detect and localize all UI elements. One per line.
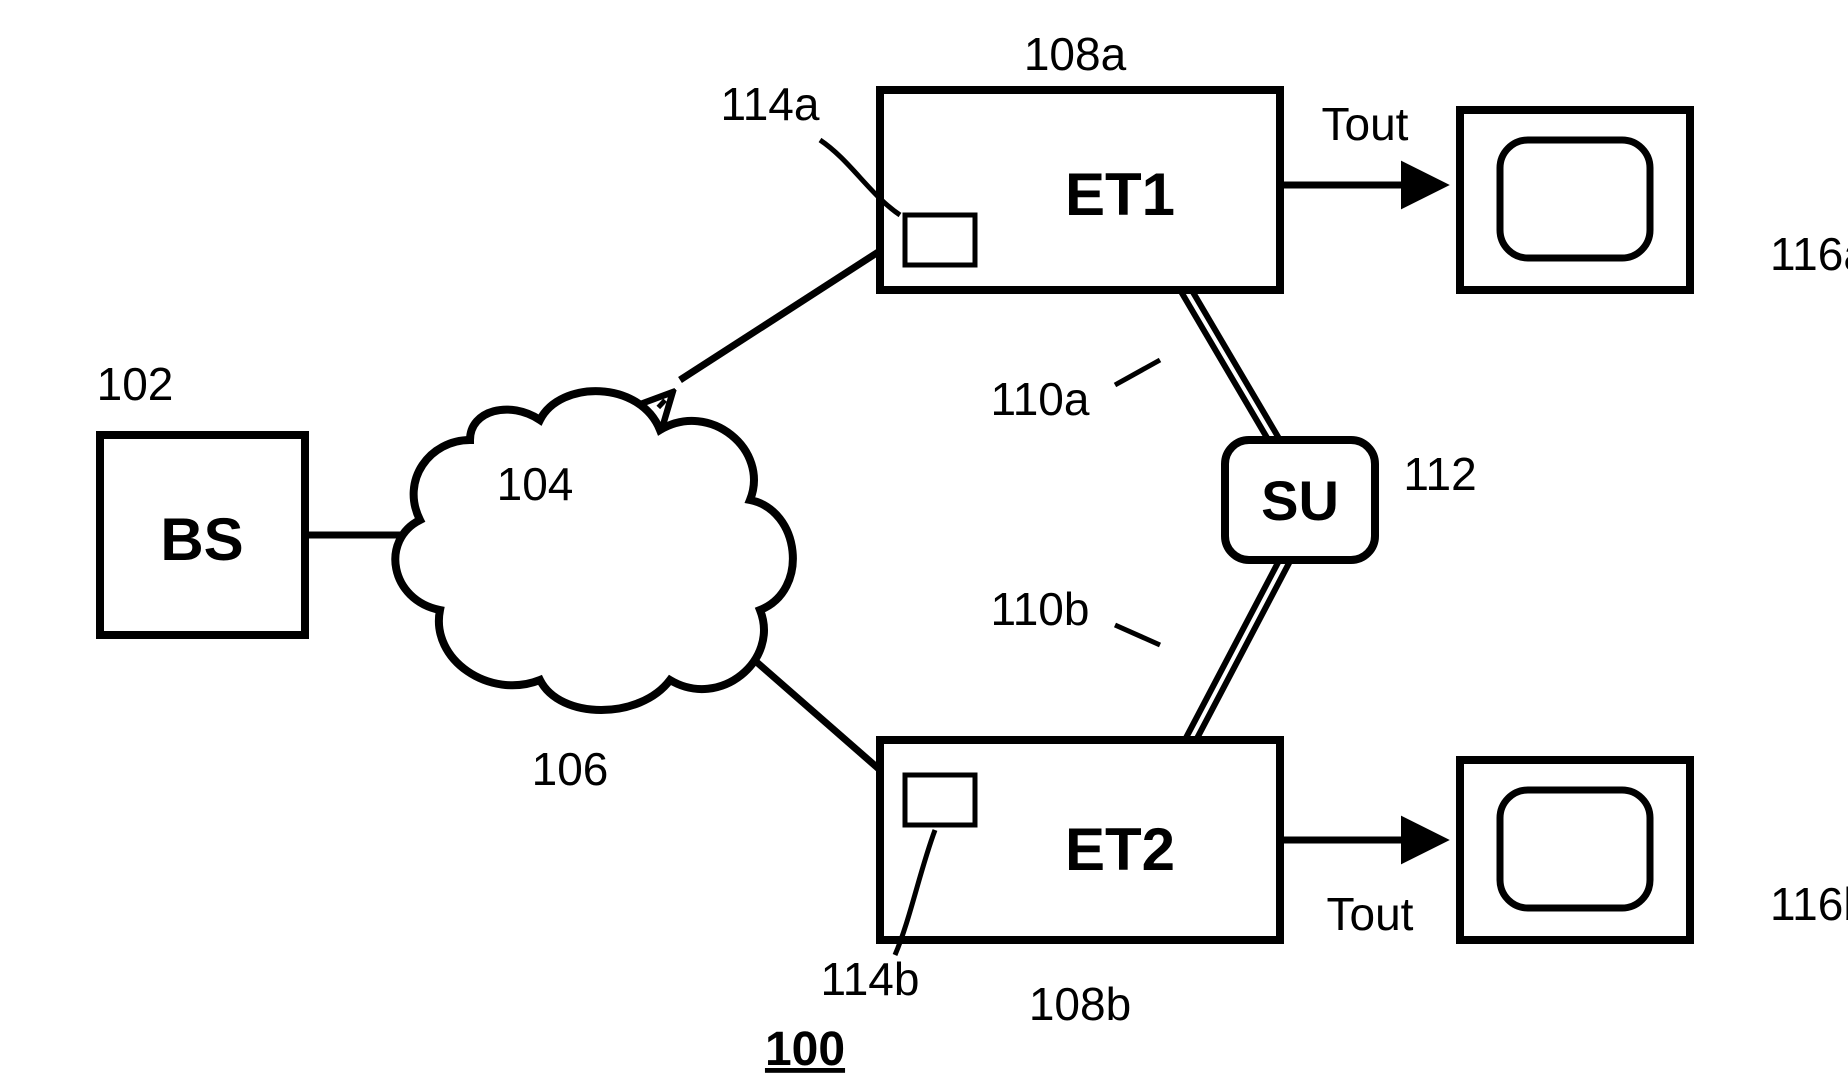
link-b-ref: 110b — [991, 583, 1090, 635]
cloud-ref-inside: 104 — [497, 458, 574, 510]
et2-inner — [905, 775, 975, 825]
et2-ref: 108b — [1029, 978, 1131, 1030]
et1-ref: 108a — [1024, 28, 1127, 80]
cloud — [395, 391, 793, 710]
monitor-b-ref: 116b — [1770, 878, 1848, 930]
link-a-ref: 110a — [991, 373, 1090, 425]
et2-inner-ref: 114b — [821, 953, 920, 1005]
cloud-ref-below: 106 — [532, 743, 609, 795]
bs-ref: 102 — [97, 358, 174, 410]
et1-label: ET1 — [1065, 161, 1175, 228]
su-ref: 112 — [1403, 448, 1476, 500]
et1-tout: Tout — [1322, 98, 1409, 150]
figure-label: 100 — [765, 1023, 845, 1076]
et1-inner — [905, 215, 975, 265]
monitor-b — [1460, 760, 1690, 940]
et2-label: ET2 — [1065, 816, 1175, 883]
et1-inner-ref: 114a — [721, 78, 820, 130]
su-label: SU — [1261, 469, 1339, 532]
monitor-a — [1460, 110, 1690, 290]
bs-label: BS — [160, 506, 243, 573]
monitor-a-ref: 116a — [1770, 228, 1848, 280]
et2-tout: Tout — [1327, 888, 1414, 940]
